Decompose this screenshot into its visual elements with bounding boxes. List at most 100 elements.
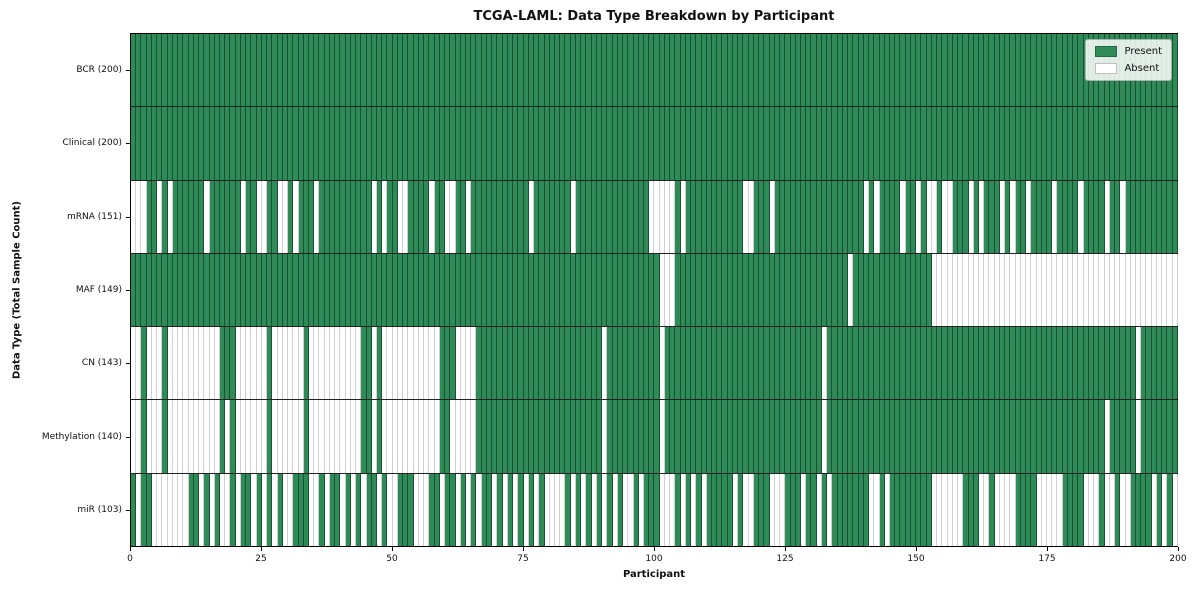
heatmap-cell — [607, 107, 613, 180]
heatmap-cell — [664, 400, 671, 473]
heatmap-cell — [916, 180, 922, 253]
heatmap-cell — [670, 327, 676, 400]
heatmap-cell — [219, 34, 226, 107]
heatmap-cell — [811, 180, 817, 253]
heatmap-cell — [722, 107, 728, 180]
x-tick-label: 200 — [1169, 554, 1187, 564]
heatmap-cell — [565, 34, 571, 107]
heatmap-cell — [879, 400, 885, 473]
heatmap-cell — [356, 327, 362, 400]
heatmap-cell — [319, 473, 325, 546]
heatmap-cell — [1083, 473, 1089, 546]
heatmap-cell — [764, 473, 770, 546]
heatmap-cell — [209, 180, 215, 253]
heatmap-cell — [1005, 473, 1011, 546]
heatmap-cell — [298, 107, 304, 180]
heatmap-cell — [732, 107, 739, 180]
heatmap-cell — [486, 180, 493, 253]
heatmap-cell — [570, 327, 576, 400]
heatmap-cell — [680, 107, 686, 180]
heatmap-cell — [534, 34, 540, 107]
heatmap-cell — [560, 180, 566, 253]
heatmap-cell — [1151, 473, 1157, 546]
heatmap-cell — [434, 253, 440, 327]
heatmap-cell — [1078, 473, 1084, 546]
heatmap-cell — [267, 327, 273, 400]
heatmap-cell — [1120, 107, 1126, 180]
heatmap-cell — [539, 473, 545, 546]
heatmap-cell — [471, 180, 477, 253]
heatmap-cell — [256, 253, 262, 327]
heatmap-cell — [455, 34, 461, 107]
heatmap-cell — [162, 253, 168, 327]
heatmap-cell — [586, 180, 592, 253]
heatmap-cell — [1078, 107, 1084, 180]
heatmap-cell — [141, 107, 147, 180]
heatmap-cell — [413, 327, 419, 400]
heatmap-cell — [230, 400, 236, 473]
heatmap-cell — [314, 34, 320, 107]
heatmap-cell — [748, 180, 754, 253]
heatmap-cell — [178, 180, 184, 253]
heatmap-cell — [1047, 327, 1053, 400]
heatmap-cell — [162, 180, 168, 253]
heatmap-cell — [832, 180, 838, 253]
heatmap-cell — [188, 180, 194, 253]
heatmap-cell — [575, 34, 582, 107]
heatmap-cell — [324, 180, 330, 253]
heatmap-cell — [722, 180, 728, 253]
heatmap-cell — [999, 180, 1006, 253]
heatmap-cell — [916, 400, 922, 473]
heatmap-cell — [570, 107, 576, 180]
heatmap-cell — [492, 400, 498, 473]
heatmap-cell — [303, 400, 309, 473]
heatmap-cell — [1115, 400, 1121, 473]
heatmap-cell — [1020, 180, 1027, 253]
heatmap-cell — [607, 473, 613, 546]
heatmap-cell — [1078, 180, 1084, 253]
heatmap-cell — [816, 473, 822, 546]
heatmap-cell — [366, 107, 372, 180]
heatmap-cell — [240, 253, 247, 327]
heatmap-cell — [701, 34, 707, 107]
heatmap-cell — [199, 253, 205, 327]
heatmap-cell — [1047, 400, 1053, 473]
heatmap-cell — [544, 253, 550, 327]
heatmap-cell — [565, 400, 571, 473]
heatmap-cell — [842, 107, 849, 180]
heatmap-cell — [455, 107, 461, 180]
heatmap-cell — [199, 34, 205, 107]
heatmap-cell — [209, 107, 215, 180]
heatmap-cell — [544, 473, 550, 546]
heatmap-cell — [874, 327, 880, 400]
heatmap-cell — [329, 180, 336, 253]
heatmap-cell — [670, 473, 676, 546]
heatmap-cell — [256, 327, 262, 400]
heatmap-cell — [329, 327, 336, 400]
heatmap-cell — [172, 400, 179, 473]
heatmap-cell — [895, 107, 901, 180]
heatmap-cell — [1036, 327, 1042, 400]
heatmap-cell — [335, 107, 341, 180]
heatmap-cell — [371, 473, 378, 546]
heatmap-cell — [874, 107, 880, 180]
heatmap-cell — [659, 253, 665, 327]
heatmap-cell — [1015, 400, 1021, 473]
heatmap-cell — [602, 473, 608, 546]
heatmap-cell — [1067, 400, 1074, 473]
heatmap-cell — [272, 180, 278, 253]
heatmap-cell — [738, 107, 744, 180]
heatmap-cell — [1020, 107, 1027, 180]
heatmap-cell — [565, 253, 571, 327]
heatmap-cell — [691, 473, 697, 546]
heatmap-cell — [387, 34, 393, 107]
heatmap-cell — [696, 473, 702, 546]
heatmap-cell — [596, 180, 603, 253]
heatmap-cell — [879, 34, 885, 107]
heatmap-cell — [827, 34, 833, 107]
heatmap-cell — [481, 34, 487, 107]
heatmap-cell — [1125, 400, 1131, 473]
heatmap-cell — [633, 473, 639, 546]
heatmap-cell — [225, 327, 231, 400]
heatmap-cell — [225, 473, 231, 546]
